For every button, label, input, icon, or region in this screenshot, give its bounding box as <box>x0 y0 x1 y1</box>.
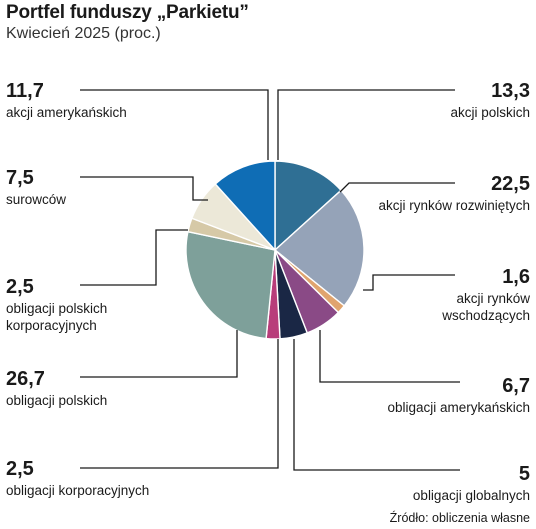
slice-value-5: 2,5 <box>6 458 34 480</box>
slice-value-7: 2,5 <box>6 276 34 298</box>
leader-line-5 <box>80 339 279 469</box>
slice-labels: 13,3 akcji polskich 22,5 akcji rynków rozwi… <box>6 80 530 503</box>
leader-line-1 <box>339 182 455 193</box>
slice-label-5-0: obligacji korporacyjnych <box>6 483 149 498</box>
slice-label-7-1: korporacyjnych <box>6 318 97 333</box>
slice-value-8: 7,5 <box>6 167 34 189</box>
slice-label-8-0: surowców <box>6 192 66 207</box>
slice-label-2-0: akcji rynków <box>456 291 530 306</box>
slice-value-1: 22,5 <box>491 173 530 195</box>
slice-value-3: 6,7 <box>502 375 530 397</box>
leader-line-4 <box>293 339 460 471</box>
slice-value-0: 13,3 <box>491 80 530 102</box>
slice-value-6: 26,7 <box>6 368 45 390</box>
slice-label-0-0: akcji polskich <box>450 105 530 120</box>
pie-slices <box>185 160 365 340</box>
slice-label-4-0: obligacji globalnych <box>413 488 530 503</box>
pie-slice-0 <box>274 160 343 252</box>
leader-line-8 <box>80 176 208 201</box>
chart-subtitle: Kwiecień 2025 (proc.) <box>6 25 161 42</box>
slice-value-2: 1,6 <box>502 266 530 288</box>
slice-value-9: 11,7 <box>6 80 44 102</box>
slice-label-7-0: obligacji polskich <box>6 301 107 316</box>
leader-line-6 <box>80 330 238 378</box>
leader-line-7 <box>80 229 188 286</box>
pie-slice-6 <box>185 230 276 340</box>
source-note: Źródło: obliczenia własne <box>389 511 530 525</box>
slice-label-6-0: obligacji polskich <box>6 393 107 408</box>
leader-lines <box>80 89 460 471</box>
slice-label-1-0: akcji rynków rozwiniętych <box>378 198 530 213</box>
slice-value-4: 5 <box>519 463 530 485</box>
leader-line-2 <box>363 274 455 291</box>
slice-label-2-1: wschodzących <box>441 308 530 323</box>
pie-slice-9 <box>214 160 276 252</box>
slice-label-9-0: akcji amerykańskich <box>6 105 127 120</box>
chart-title: Portfel funduszy „Parkietu” <box>6 2 249 23</box>
slice-label-3-0: obligacji amerykańskich <box>387 400 530 415</box>
pie-slice-1 <box>273 189 365 307</box>
leader-line-0 <box>277 89 455 160</box>
leader-line-3 <box>319 330 460 383</box>
leader-line-9 <box>80 89 269 160</box>
